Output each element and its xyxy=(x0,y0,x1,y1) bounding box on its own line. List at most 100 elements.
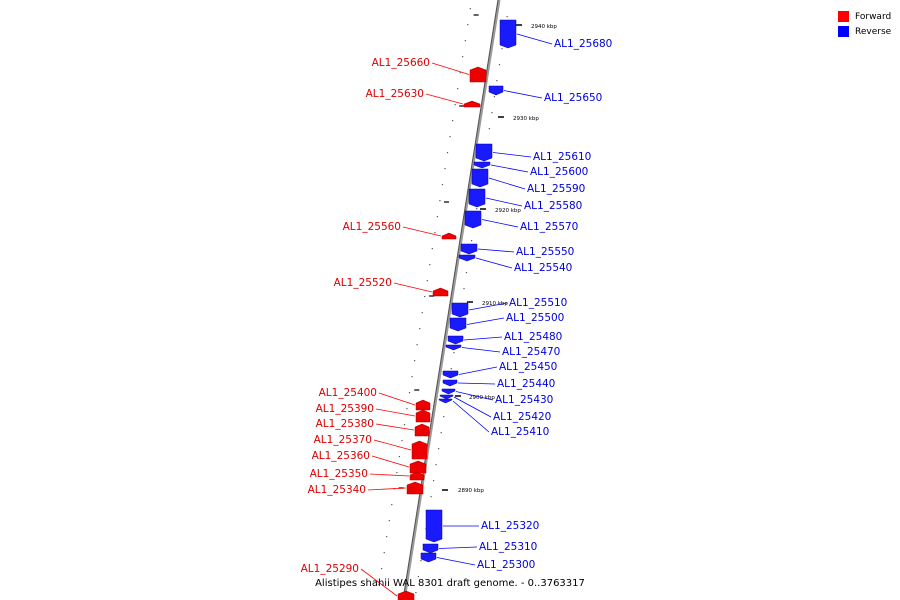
backbone-dot xyxy=(406,408,408,410)
backbone-dot xyxy=(467,24,469,26)
forward-gene xyxy=(415,409,431,423)
reverse-gene xyxy=(425,509,443,543)
backbone-dot xyxy=(419,328,421,330)
backbone-dot xyxy=(416,344,418,346)
reverse-gene-label: AL1_25510 xyxy=(509,297,567,309)
reverse-gene xyxy=(468,188,486,208)
reverse-gene-label: AL1_25300 xyxy=(477,559,535,571)
kbp-label: 2890 kbp xyxy=(458,488,484,494)
reverse-gene-label: AL1_25440 xyxy=(497,378,555,390)
forward-gene-leader xyxy=(373,439,412,451)
backbone-dot xyxy=(476,208,478,210)
backbone-dot xyxy=(436,216,438,218)
backbone-dot xyxy=(488,128,490,130)
forward-gene xyxy=(397,590,415,600)
reverse-gene-leader xyxy=(485,197,523,207)
genome-caption: Alistipes shahii WAL 8301 draft genome. … xyxy=(315,578,585,589)
backbone-dot xyxy=(496,80,498,82)
backbone-dot xyxy=(493,96,495,98)
forward-gene xyxy=(463,100,481,108)
legend-item-reverse: Reverse xyxy=(838,24,891,39)
forward-gene-label: AL1_25660 xyxy=(372,57,430,69)
reverse-gene-label: AL1_25480 xyxy=(504,331,562,343)
kbp-label: 2900 kbp xyxy=(469,395,495,401)
backbone-dot xyxy=(429,264,431,266)
forward-gene xyxy=(432,287,449,297)
reverse-gene-leader xyxy=(488,177,526,190)
forward-gene-leader xyxy=(431,62,470,75)
reverse-gene-leader xyxy=(492,152,532,158)
reverse-gene-leader xyxy=(461,347,501,353)
reverse-gene-label: AL1_25550 xyxy=(516,246,574,258)
reverse-gene xyxy=(442,370,459,379)
backbone-dot xyxy=(434,232,436,234)
reverse-gene xyxy=(471,168,489,188)
backbone-dot xyxy=(506,16,508,18)
reverse-gene-leader xyxy=(481,219,519,228)
forward-gene-label: AL1_25360 xyxy=(312,450,370,462)
backbone-dot xyxy=(431,248,433,250)
backbone-dot xyxy=(441,184,444,186)
reverse-gene xyxy=(473,161,491,169)
backbone-dot xyxy=(471,240,473,242)
backbone-dot xyxy=(383,552,385,554)
reverse-gene-leader xyxy=(452,400,490,433)
backbone-dot xyxy=(403,424,406,426)
backbone-dot xyxy=(444,168,446,170)
forward-gene xyxy=(409,471,425,481)
backbone-dot xyxy=(449,136,451,138)
forward-gene-label: AL1_25390 xyxy=(316,403,374,415)
reverse-gene-label: AL1_25470 xyxy=(502,346,560,358)
backbone-dot xyxy=(498,64,501,66)
backbone-dot xyxy=(408,392,411,394)
forward-gene xyxy=(406,481,424,495)
reverse-gene-label: AL1_25450 xyxy=(499,361,557,373)
forward-swatch xyxy=(838,11,849,22)
backbone-dot xyxy=(453,352,455,354)
reverse-gene-label: AL1_25650 xyxy=(544,92,602,104)
forward-gene-label: AL1_25350 xyxy=(310,468,368,480)
backbone-dot xyxy=(465,272,468,274)
reverse-gene-leader xyxy=(455,391,494,401)
backbone-dot xyxy=(501,48,503,50)
backbone-dot xyxy=(459,72,461,74)
forward-gene-label: AL1_25520 xyxy=(334,277,392,289)
reverse-gene-label: AL1_25570 xyxy=(520,221,578,233)
forward-gene xyxy=(415,399,431,411)
forward-gene-leader xyxy=(367,487,407,491)
legend-label-reverse: Reverse xyxy=(855,26,892,37)
backbone-dot xyxy=(401,440,403,442)
forward-gene-label: AL1_25560 xyxy=(343,221,401,233)
kbp-label: 2930 kbp xyxy=(513,116,539,122)
backbone-dot xyxy=(424,296,426,298)
reverse-gene xyxy=(458,254,476,262)
reverse-gene xyxy=(447,335,464,345)
reverse-gene-label: AL1_25500 xyxy=(506,312,564,324)
forward-gene-label: AL1_25400 xyxy=(319,387,377,399)
backbone-dot xyxy=(388,520,390,522)
reverse-gene-leader xyxy=(453,396,492,418)
reverse-gene xyxy=(499,19,517,49)
forward-gene-leader xyxy=(378,392,416,406)
backbone-dot xyxy=(391,504,393,506)
forward-gene xyxy=(409,460,427,474)
reverse-gene xyxy=(464,210,482,229)
reverse-gene xyxy=(441,388,456,395)
backbone-dot xyxy=(446,152,449,154)
forward-gene-leader xyxy=(425,93,464,105)
reverse-gene-label: AL1_25420 xyxy=(493,411,551,423)
backbone-dot xyxy=(462,56,464,58)
backbone-dot xyxy=(378,584,380,586)
forward-gene xyxy=(441,232,457,240)
backbone-dot xyxy=(396,472,398,474)
reverse-gene-leader xyxy=(516,33,553,45)
backbone-dot xyxy=(452,120,454,122)
forward-gene-label: AL1_25290 xyxy=(301,563,359,575)
backbone-dot xyxy=(433,480,435,482)
reverse-gene-leader xyxy=(458,366,498,375)
forward-gene-leader xyxy=(360,568,398,597)
reverse-gene xyxy=(488,85,504,96)
reverse-gene xyxy=(445,344,462,351)
backbone-dot xyxy=(438,448,440,450)
